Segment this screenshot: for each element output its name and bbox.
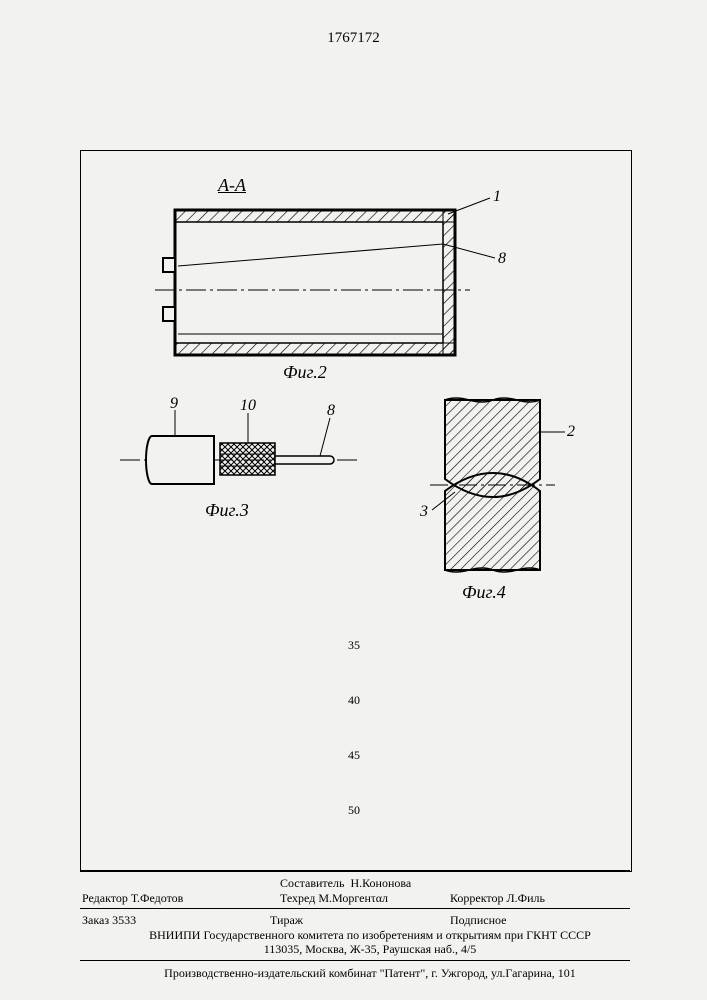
corrector-label: Корректор — [450, 891, 504, 905]
compiler-name: Н.Кононова — [350, 876, 411, 890]
divider — [80, 908, 630, 909]
compiler-label: Составитель — [280, 876, 344, 890]
compiler-row: Составитель Н.Кононова — [280, 876, 411, 892]
editor-row: Редактор Т.Федотов — [82, 891, 183, 907]
publisher: Производственно-издательский комбинат "П… — [110, 966, 630, 982]
editor-label: Редактор — [82, 891, 128, 905]
order-row: Заказ 3533 — [82, 913, 136, 929]
patent-page: 1767172 А-А — [0, 0, 707, 1000]
corrector-name: Л.Филь — [507, 891, 546, 905]
subscription: Подписное — [450, 913, 507, 929]
tirazh: Тираж — [270, 913, 303, 929]
corrector-row: Корректор Л.Филь — [450, 891, 545, 907]
divider — [80, 960, 630, 961]
org-line-2: 113035, Москва, Ж-35, Раушская наб., 4/5 — [110, 942, 630, 958]
order-num: 3533 — [112, 913, 136, 927]
tech-name: М.Моргенταл — [318, 891, 388, 905]
editor-name: Т.Федотов — [131, 891, 183, 905]
tech-row: Техред М.Моргенταл — [280, 891, 388, 907]
order-label: Заказ — [82, 913, 109, 927]
tech-label: Техред — [280, 891, 315, 905]
divider — [80, 870, 630, 871]
content-frame — [80, 150, 632, 872]
